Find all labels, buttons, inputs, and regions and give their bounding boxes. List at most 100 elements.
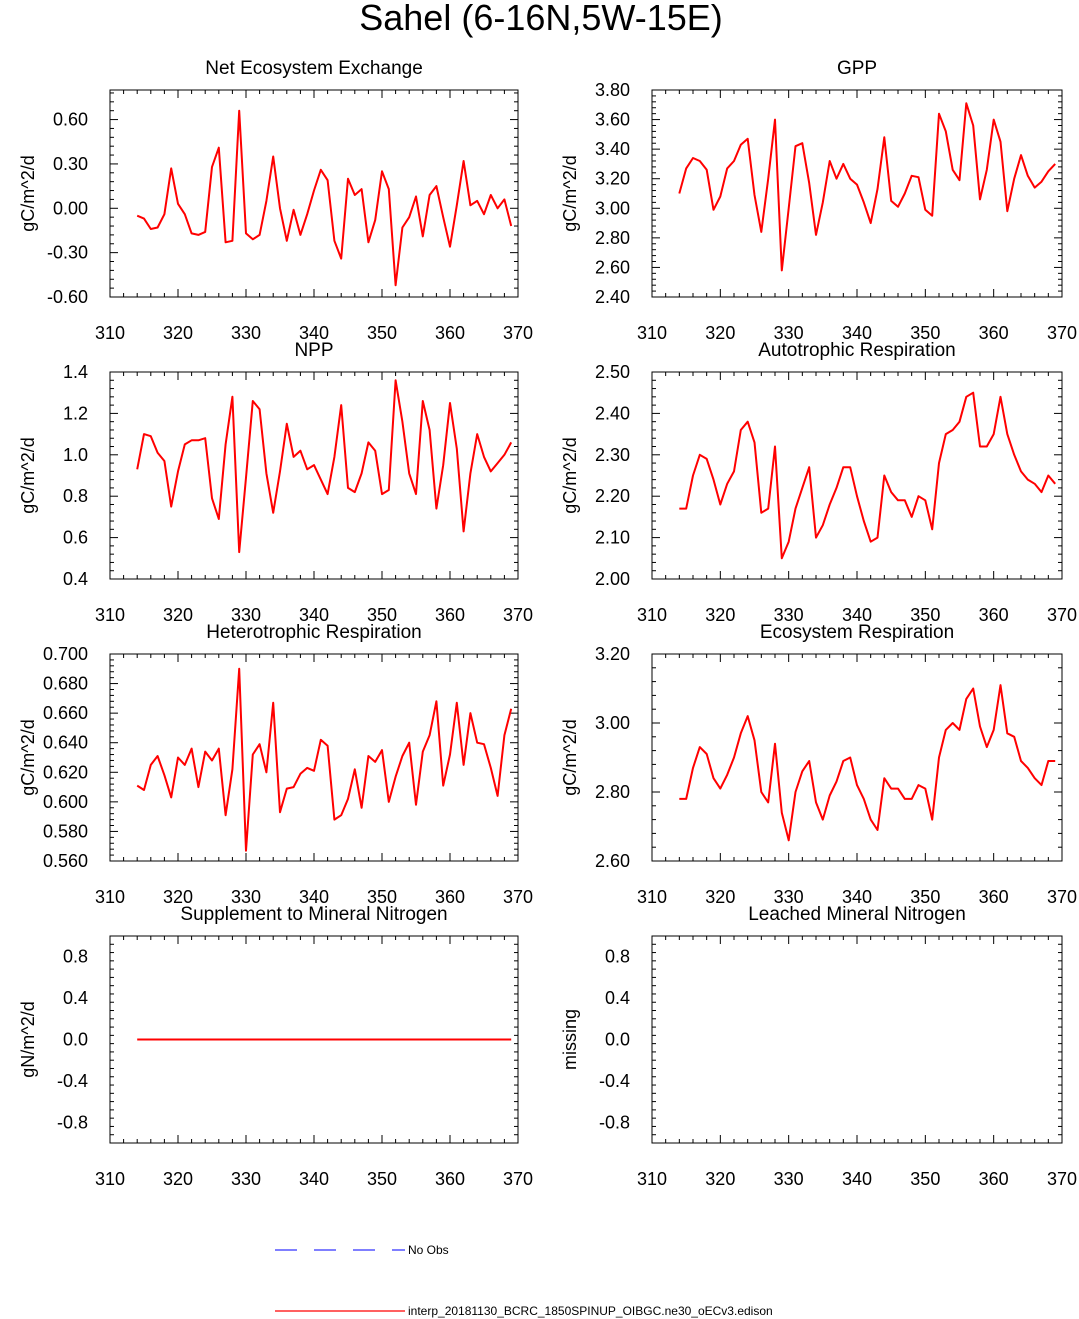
x-tick-label: 360	[979, 887, 1009, 907]
y-tick-label: 2.80	[595, 782, 630, 802]
y-tick-label: 0.580	[43, 821, 88, 841]
x-tick-label: 350	[367, 887, 397, 907]
x-tick-label: 330	[231, 605, 261, 625]
plot-frame	[651, 371, 1063, 580]
x-tick-label: 330	[774, 323, 804, 343]
y-tick-label: 0.4	[605, 988, 630, 1008]
y-tick-label: 1.0	[63, 445, 88, 465]
y-tick-label: 2.00	[595, 569, 630, 589]
y-tick-label: 2.40	[595, 287, 630, 307]
x-tick-label: 310	[95, 323, 125, 343]
y-tick-label: 0.8	[605, 947, 630, 967]
panel-title: Ecosystem Respiration	[760, 622, 954, 643]
y-tick-label: 2.50	[595, 362, 630, 382]
panel-2: GPP 310 320 330 340 350 360 370 2.40 2.60 2.80 3.00…	[560, 58, 1077, 343]
x-tick-label: 340	[299, 605, 329, 625]
x-tick-label: 330	[774, 1169, 804, 1189]
panel-8: Leached Mineral Nitrogen 310 320 330 340 350 3…	[560, 904, 1077, 1189]
plot-frame	[109, 371, 519, 580]
y-tick-label: 0.640	[43, 733, 88, 753]
x-tick-label: 360	[435, 323, 465, 343]
y-tick-label: 0.30	[53, 154, 88, 174]
x-tick-label: 340	[842, 605, 872, 625]
series-line	[136, 379, 513, 554]
x-tick-label: 360	[979, 323, 1009, 343]
y-tick-label: 0.8	[63, 486, 88, 506]
legend-model-label: interp_20181130_BCRC_1850SPINUP_OIBGC.ne…	[408, 1304, 773, 1318]
x-tick-label: 310	[637, 323, 667, 343]
y-tick-label: 0.600	[43, 792, 88, 812]
figure-title: Sahel (6-16N,5W-15E)	[359, 0, 723, 38]
x-tick-label: 360	[979, 605, 1009, 625]
x-tick-label: 310	[95, 605, 125, 625]
x-tick-label: 310	[95, 887, 125, 907]
panel-title: Supplement to Mineral Nitrogen	[180, 904, 447, 925]
panels: Net Ecosystem Exchange 310 320 330 340 350 360…	[18, 58, 1077, 1189]
x-tick-label: 340	[842, 887, 872, 907]
panel-title: Heterotrophic Respiration	[206, 622, 421, 643]
x-tick-label: 330	[774, 605, 804, 625]
x-tick-label: 330	[231, 1169, 261, 1189]
y-tick-label: -0.30	[47, 243, 88, 263]
x-tick-label: 360	[979, 1169, 1009, 1189]
x-tick-label: 360	[435, 605, 465, 625]
y-tick-label: 3.60	[595, 110, 630, 130]
x-tick-label: 350	[910, 605, 940, 625]
y-tick-label: 0.620	[43, 762, 88, 782]
y-tick-label: 2.40	[595, 403, 630, 423]
y-tick-label: 0.4	[63, 988, 88, 1008]
x-tick-label: 320	[163, 1169, 193, 1189]
x-tick-label: 370	[1047, 887, 1077, 907]
x-tick-label: 320	[163, 323, 193, 343]
panel-title: Autotrophic Respiration	[758, 340, 956, 361]
x-tick-label: 340	[299, 323, 329, 343]
x-tick-label: 320	[163, 605, 193, 625]
y-tick-label: 0.60	[53, 110, 88, 130]
y-axis-label: missing	[560, 1009, 580, 1070]
y-tick-label: 3.80	[595, 80, 630, 100]
legend-obs-label: No Obs	[408, 1243, 449, 1257]
y-tick-label: -0.8	[599, 1112, 630, 1132]
y-tick-label: 0.4	[63, 569, 88, 589]
y-axis-label: gC/m^2/d	[18, 719, 38, 795]
plot-frame	[651, 935, 1063, 1144]
y-tick-label: 0.0	[605, 1030, 630, 1050]
x-tick-label: 350	[910, 1169, 940, 1189]
x-tick-label: 370	[503, 605, 533, 625]
x-tick-label: 370	[1047, 605, 1077, 625]
x-tick-label: 350	[367, 605, 397, 625]
y-tick-label: 0.560	[43, 851, 88, 871]
plot-frame	[109, 653, 519, 862]
y-tick-label: 2.20	[595, 486, 630, 506]
series-line	[678, 102, 1056, 272]
x-tick-label: 310	[637, 1169, 667, 1189]
y-tick-label: 3.00	[595, 713, 630, 733]
x-tick-label: 320	[163, 887, 193, 907]
panel-title: GPP	[837, 58, 877, 79]
x-tick-label: 370	[503, 323, 533, 343]
x-tick-label: 310	[637, 605, 667, 625]
y-tick-label: 2.60	[595, 851, 630, 871]
x-tick-label: 340	[842, 1169, 872, 1189]
y-tick-label: -0.4	[57, 1071, 88, 1091]
y-axis-label: gN/m^2/d	[18, 1001, 38, 1077]
y-tick-label: 0.660	[43, 703, 88, 723]
y-tick-label: 0.8	[63, 947, 88, 967]
y-tick-label: 0.0	[63, 1030, 88, 1050]
y-tick-label: 1.2	[63, 403, 88, 423]
panel-1: Net Ecosystem Exchange 310 320 330 340 350 360…	[18, 58, 533, 343]
x-tick-label: 360	[435, 887, 465, 907]
y-tick-label: 3.00	[595, 198, 630, 218]
x-tick-label: 370	[1047, 323, 1077, 343]
series-line	[136, 667, 513, 852]
x-tick-label: 330	[231, 323, 261, 343]
y-tick-label: -0.8	[57, 1112, 88, 1132]
x-tick-label: 350	[910, 887, 940, 907]
plot-frame	[651, 89, 1063, 298]
x-tick-label: 350	[367, 1169, 397, 1189]
x-tick-label: 360	[435, 1169, 465, 1189]
panel-title: NPP	[294, 340, 333, 361]
y-tick-label: 1.4	[63, 362, 88, 382]
panel-title: Leached Mineral Nitrogen	[748, 904, 966, 925]
